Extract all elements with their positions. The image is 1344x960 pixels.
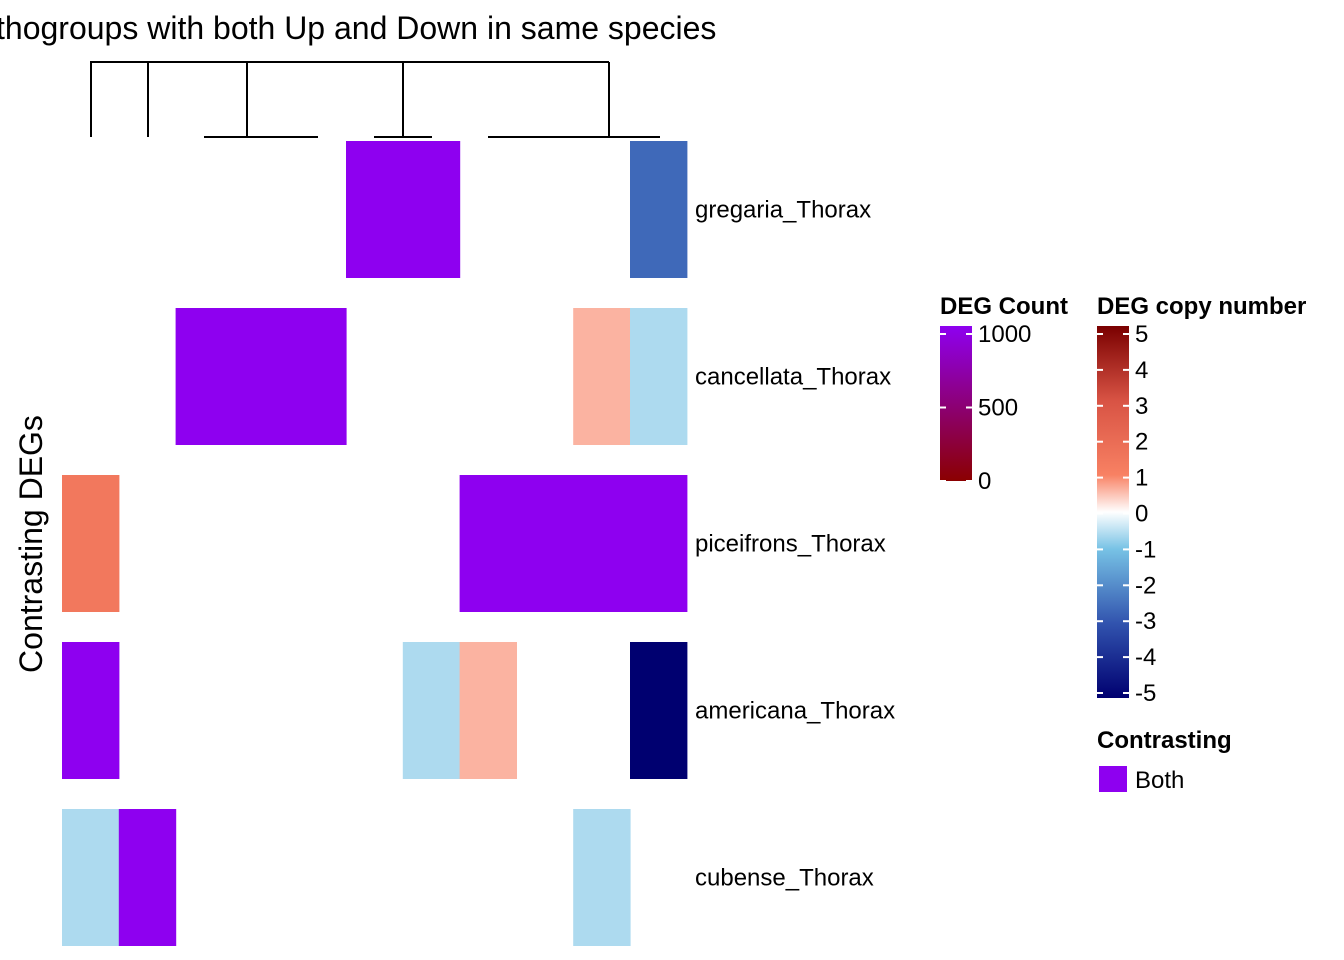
heatmap-cell [630, 642, 688, 779]
legend-contrasting-swatch [1099, 766, 1127, 792]
colorbar-tick-label: 0 [978, 468, 991, 495]
heatmap-cell [459, 475, 517, 612]
heatmap-cell [118, 809, 177, 946]
heatmap-cell [232, 308, 290, 445]
row-label: cubense_Thorax [695, 865, 874, 892]
colorbar-tick-label: 3 [1135, 393, 1148, 420]
heatmap-cell [573, 308, 631, 445]
column-dendrogram [90, 61, 660, 138]
heatmap-cell [630, 475, 688, 612]
colorbar-tick-label: -2 [1135, 572, 1156, 599]
row-label: americana_Thorax [695, 698, 895, 725]
row-label: gregaria_Thorax [695, 197, 871, 224]
colorbar-tick-label: 1 [1135, 465, 1148, 492]
colorbar-tick-label: 5 [1135, 321, 1148, 348]
legend-deg-count-colorbar [940, 326, 972, 481]
heatmap-cell [402, 141, 461, 278]
legend-contrasting-item: Both [1135, 767, 1184, 794]
heatmap-cell [573, 809, 631, 946]
row-label: cancellata_Thorax [695, 364, 891, 391]
legend-copy-number-title: DEG copy number [1097, 293, 1306, 320]
legend-copy-number: DEG copy number 5 4 3 2 1 0 -1 -2 -3 -4 -5 [1097, 293, 1306, 707]
legend-deg-count-title: DEG Count [940, 293, 1068, 320]
colorbar-tick-label: 2 [1135, 429, 1148, 456]
heatmap-cell [62, 475, 120, 612]
heatmap-cell [573, 475, 631, 612]
legend-deg-count: DEG Count 1000 500 0 [940, 293, 1068, 495]
row-label: piceifrons_Thorax [695, 531, 886, 558]
heatmap-cell [630, 141, 688, 278]
legend-contrasting-title: Contrasting [1097, 727, 1232, 754]
colorbar-tick-label: -1 [1135, 536, 1156, 563]
colorbar-tick-label: -4 [1135, 644, 1156, 671]
heatmap-cell [289, 308, 347, 445]
heatmap-cell [402, 642, 461, 779]
legend-copy-number-colorbar [1097, 326, 1129, 698]
colorbar-tick-label: 1000 [978, 321, 1031, 348]
heatmap-cell [630, 308, 688, 445]
colorbar-tick-label: 500 [978, 395, 1018, 422]
colorbar-tick-label: 4 [1135, 357, 1148, 384]
legend-contrasting: Contrasting Both [1097, 727, 1232, 794]
heatmap-cell [62, 642, 120, 779]
heatmap-cell [516, 475, 574, 612]
heatmap-cell [62, 809, 120, 946]
colorbar-tick-label: -5 [1135, 680, 1156, 707]
y-axis-label: Contrasting DEGs [13, 415, 49, 673]
heatmap-cell [346, 141, 404, 278]
colorbar-tick-label: 0 [1135, 501, 1148, 528]
chart-title: thogroups with both Up and Down in same … [0, 10, 716, 46]
row-labels: gregaria_Thorax cancellata_Thorax piceifro… [695, 197, 895, 892]
heatmap-cells [62, 141, 688, 946]
heatmap-cell [175, 308, 233, 445]
colorbar-tick-label: -3 [1135, 608, 1156, 635]
heatmap-cell [459, 642, 517, 779]
